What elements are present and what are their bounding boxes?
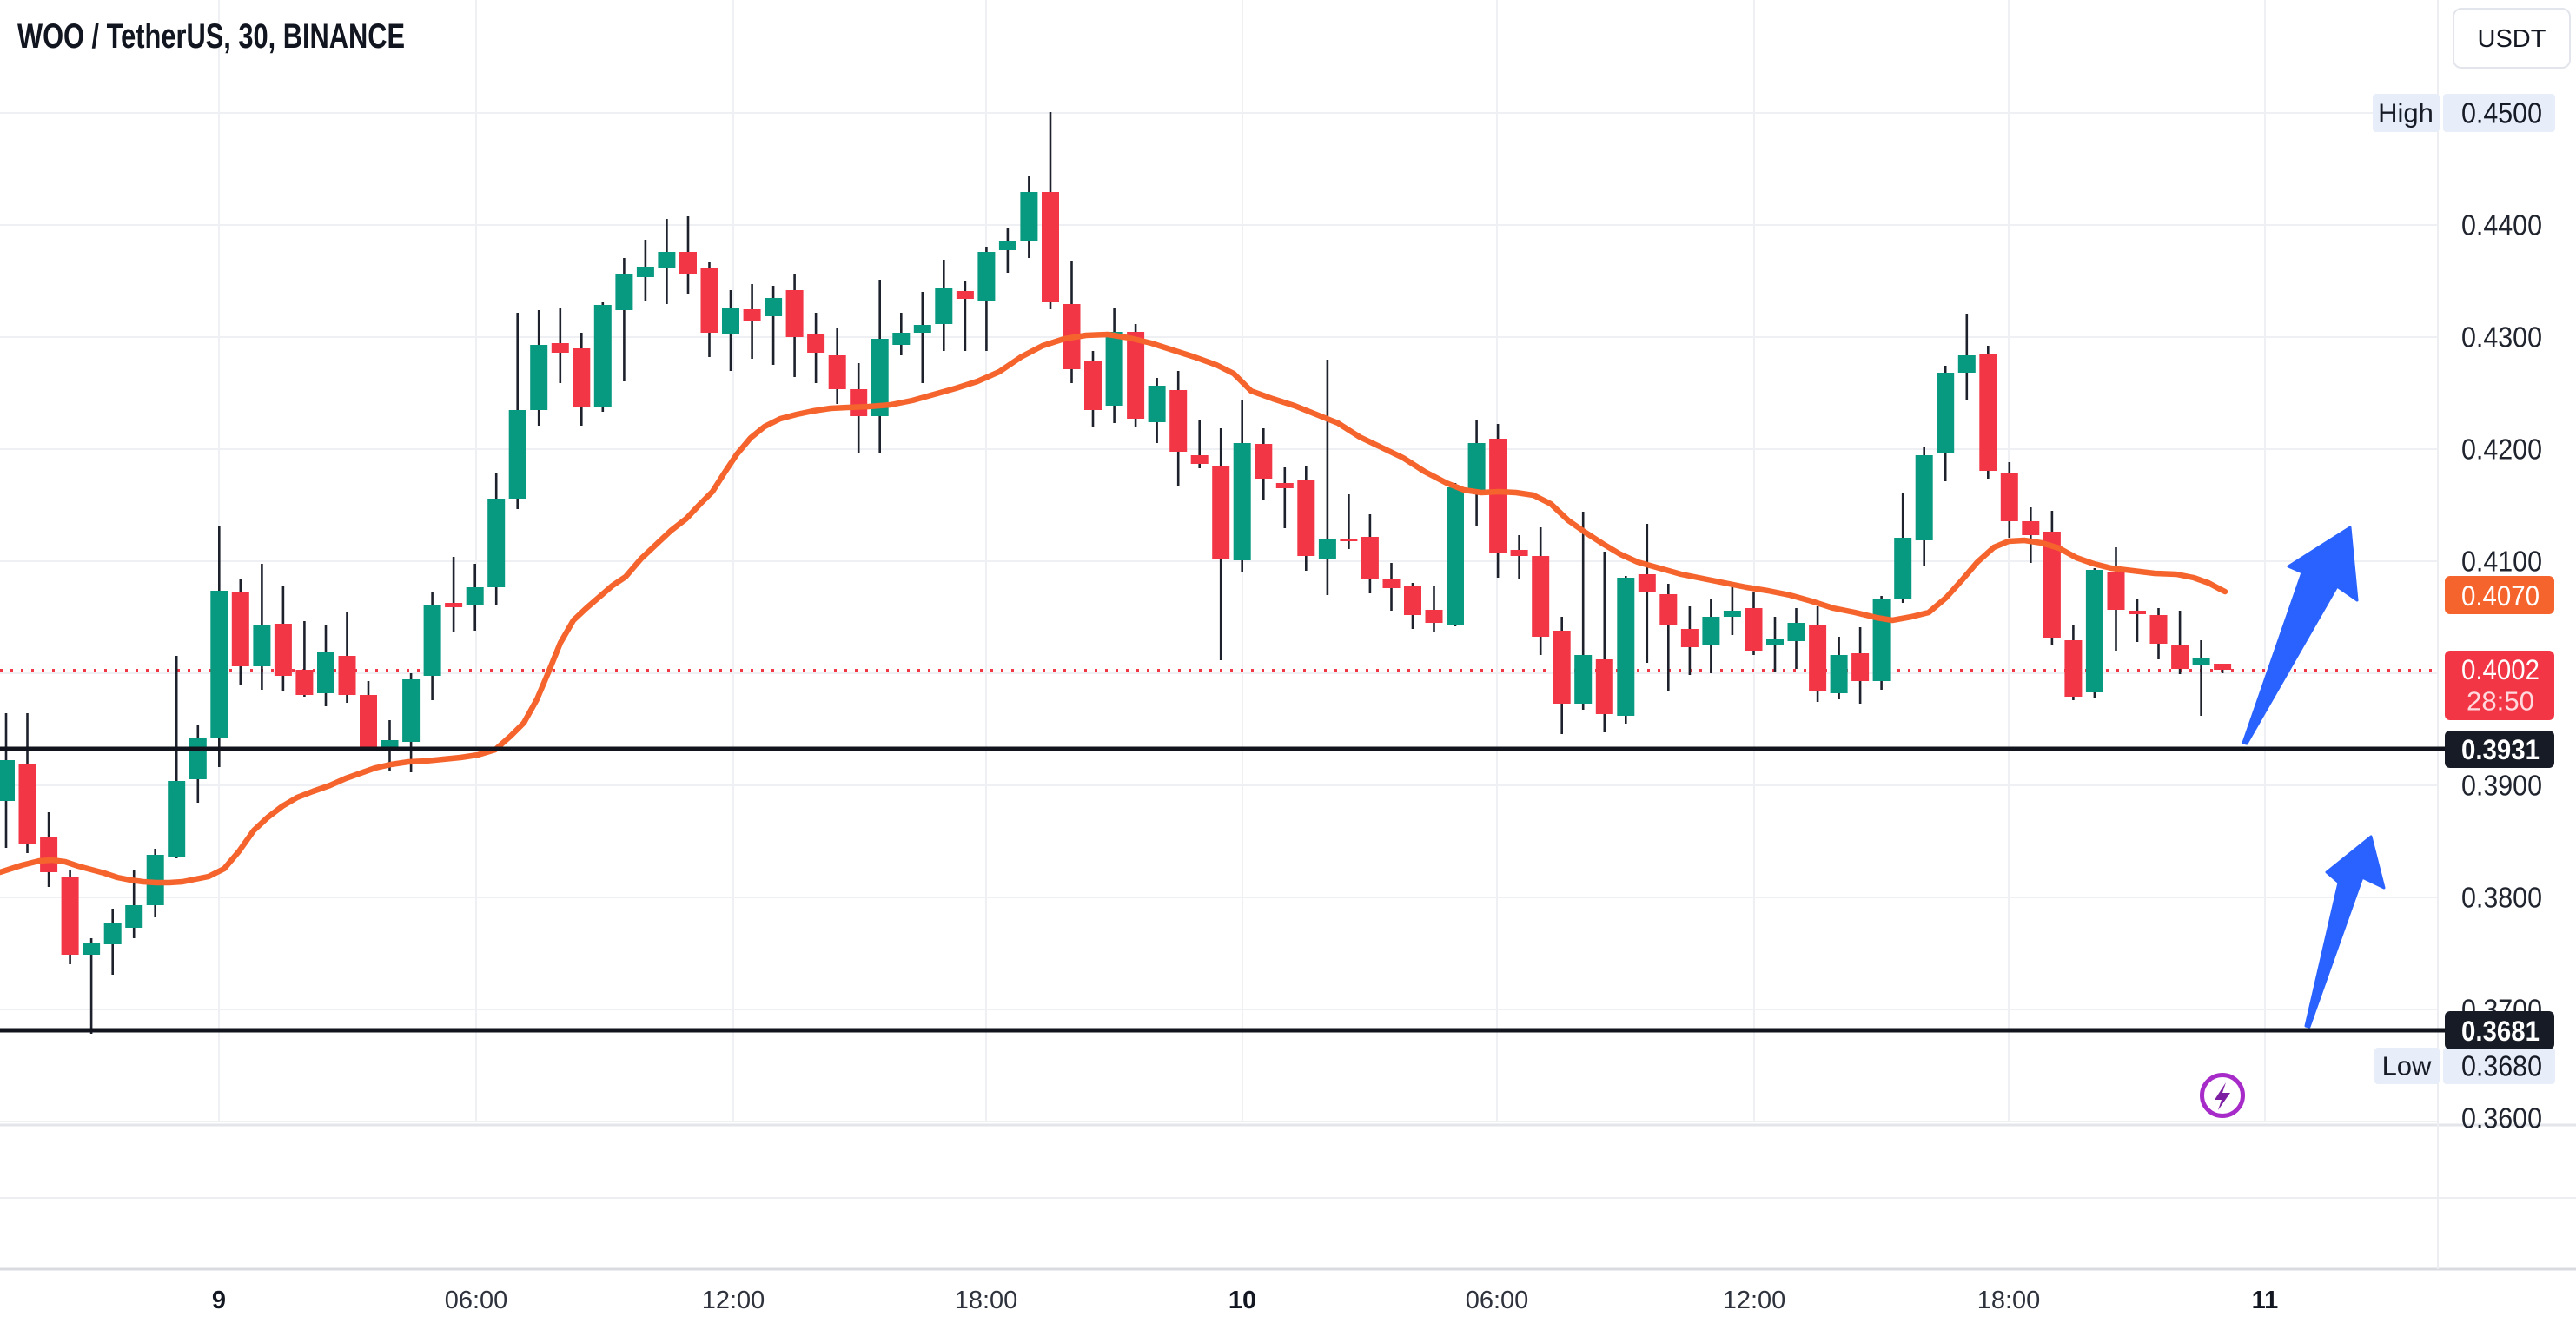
svg-text:0.4002: 0.4002 [2461,654,2540,685]
svg-text:0.4300: 0.4300 [2461,321,2542,354]
svg-text:12:00: 12:00 [1723,1287,1786,1314]
svg-text:28:50: 28:50 [2467,686,2534,717]
svg-text:0.3680: 0.3680 [2461,1050,2542,1082]
svg-text:0.3931: 0.3931 [2461,734,2540,765]
svg-text:USDT: USDT [2478,25,2546,53]
svg-text:0.4200: 0.4200 [2461,433,2542,466]
svg-text:10: 10 [1228,1287,1256,1314]
svg-text:0.3681: 0.3681 [2461,1016,2540,1047]
svg-text:High: High [2378,98,2434,129]
svg-text:18:00: 18:00 [955,1287,1018,1314]
svg-text:06:00: 06:00 [1466,1287,1529,1314]
svg-text:0.4400: 0.4400 [2461,209,2542,242]
svg-text:0.3900: 0.3900 [2461,770,2542,802]
svg-text:18:00: 18:00 [1977,1287,2041,1314]
svg-text:0.4500: 0.4500 [2461,97,2542,129]
svg-text:WOO / TetherUS, 30, BINANCE: WOO / TetherUS, 30, BINANCE [17,17,405,56]
svg-text:11: 11 [2252,1287,2279,1314]
svg-text:12:00: 12:00 [702,1287,765,1314]
svg-text:Low: Low [2382,1051,2432,1082]
svg-text:0.3800: 0.3800 [2461,882,2542,914]
svg-text:0.3600: 0.3600 [2461,1102,2542,1135]
svg-text:06:00: 06:00 [445,1287,508,1314]
svg-text:9: 9 [212,1287,226,1314]
svg-text:0.4070: 0.4070 [2461,580,2540,612]
svg-text:0.4100: 0.4100 [2461,546,2542,578]
